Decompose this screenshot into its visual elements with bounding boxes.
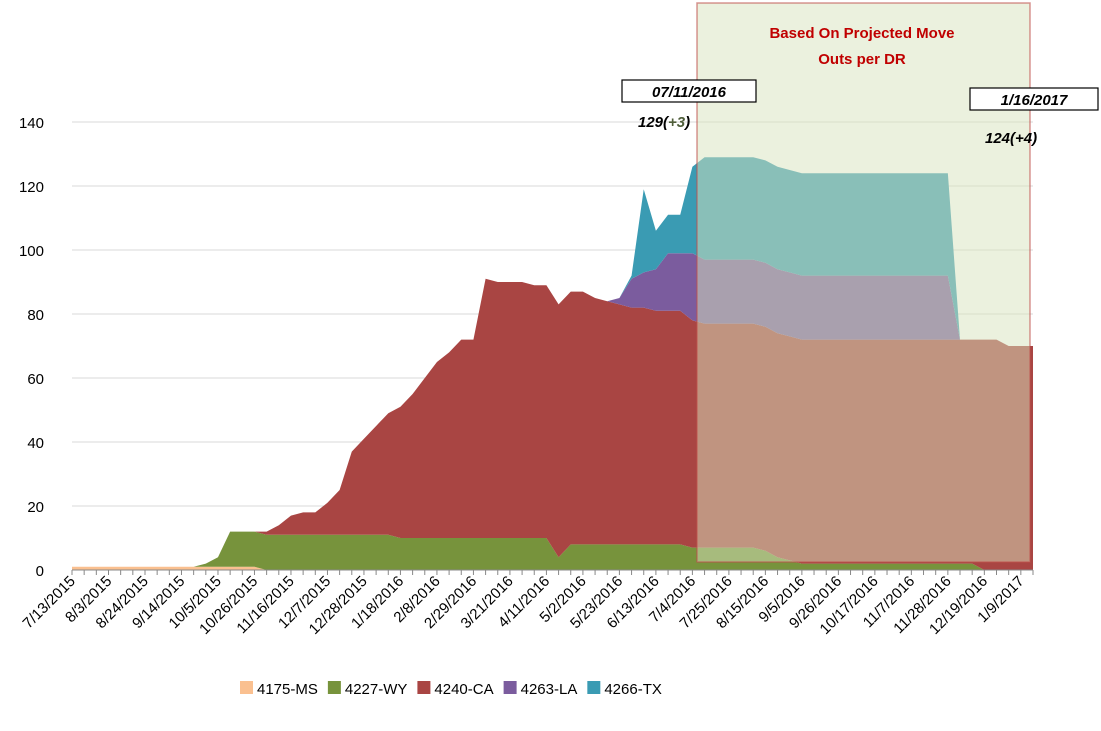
annotation-part: ): [683, 114, 690, 131]
annotation-value: 129(+3): [638, 114, 690, 131]
y-tick-label: 140: [19, 115, 44, 132]
legend-label: 4227-WY: [345, 681, 408, 698]
annotation-part: 129(: [638, 114, 670, 131]
y-tick-label: 60: [27, 371, 44, 388]
area: [72, 531, 1033, 570]
annotation-part: 124(+4): [985, 130, 1037, 147]
y-tick-label: 120: [19, 179, 44, 196]
legend-swatch: [327, 681, 341, 694]
annotation-box: [621, 79, 757, 103]
y-tick-label: 20: [27, 499, 44, 516]
y-tick-label: 0: [36, 563, 44, 580]
region-label: Based On Projected Move: [769, 25, 954, 42]
y-tick-label: 40: [27, 435, 44, 452]
legend-label: 4175-MS: [257, 681, 318, 698]
annotation-value: 124(+4): [985, 130, 1037, 147]
legend-swatch: [503, 681, 517, 694]
legend-swatch: [587, 681, 601, 694]
region-label: Outs per DR: [818, 51, 906, 68]
annotation-part: +3: [668, 114, 686, 131]
legend-label: 4263-LA: [521, 681, 578, 698]
y-tick-label: 100: [19, 243, 44, 260]
legend-swatch: [240, 681, 253, 694]
legend-swatch: [417, 681, 431, 694]
y-tick-label: 80: [27, 307, 44, 324]
annotation-date: 1/16/2017: [1001, 92, 1068, 109]
annotation-box: [969, 87, 1099, 111]
annotation-date: 07/11/2016: [652, 84, 727, 101]
legend-label: 4240-CA: [434, 681, 493, 698]
legend-label: 4266-TX: [604, 681, 662, 698]
